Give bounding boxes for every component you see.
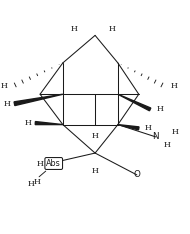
Text: H: H bbox=[157, 105, 164, 113]
Polygon shape bbox=[35, 121, 63, 124]
Polygon shape bbox=[118, 94, 151, 111]
Text: H: H bbox=[92, 167, 99, 175]
Text: H: H bbox=[145, 124, 152, 132]
Polygon shape bbox=[118, 124, 139, 130]
Polygon shape bbox=[14, 94, 63, 106]
Text: H: H bbox=[92, 132, 99, 140]
Text: H: H bbox=[171, 82, 178, 90]
Text: H: H bbox=[164, 142, 170, 150]
Text: H: H bbox=[34, 179, 41, 186]
Text: H: H bbox=[71, 25, 78, 33]
Text: H: H bbox=[109, 25, 116, 33]
Text: H: H bbox=[171, 128, 178, 136]
Text: H: H bbox=[4, 100, 11, 108]
Text: Abs: Abs bbox=[46, 159, 61, 168]
Text: H: H bbox=[37, 160, 44, 168]
Text: H: H bbox=[1, 82, 8, 90]
Text: H: H bbox=[28, 180, 34, 188]
Text: H: H bbox=[25, 119, 32, 127]
Text: N: N bbox=[153, 132, 159, 141]
Text: O: O bbox=[133, 170, 140, 179]
